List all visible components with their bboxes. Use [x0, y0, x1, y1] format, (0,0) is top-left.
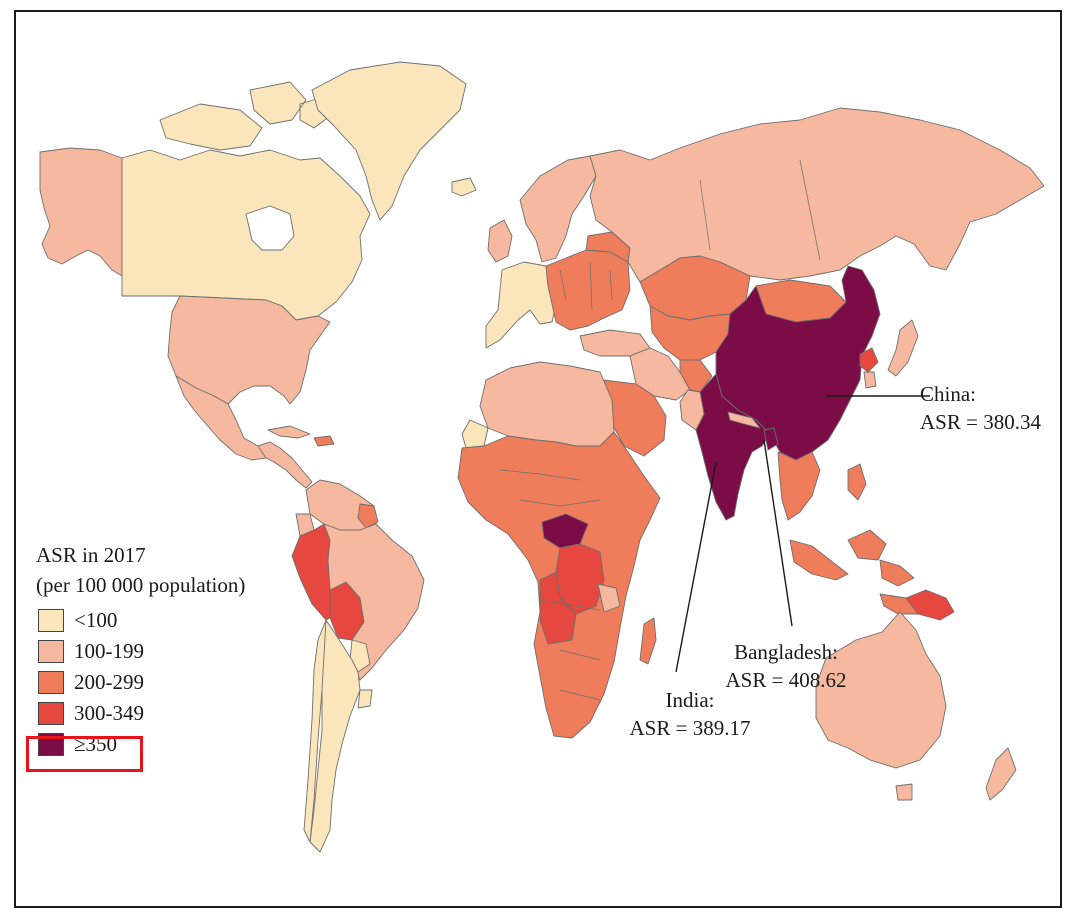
country-australia	[815, 611, 947, 769]
country-western-europe	[485, 261, 557, 349]
legend-item: <100	[36, 606, 245, 637]
country-madagascar	[639, 617, 657, 665]
legend-item: 300-349	[36, 699, 245, 730]
legend-item: 100-199	[36, 637, 245, 668]
legend-label: 100-199	[74, 639, 144, 663]
country-malaysia-indonesia	[789, 529, 915, 587]
legend-swatch	[38, 702, 64, 725]
country-angola	[539, 571, 577, 645]
legend-swatch	[38, 609, 64, 632]
country-south-korea	[863, 371, 877, 389]
country-nepal	[727, 411, 761, 429]
country-uk	[487, 219, 513, 263]
country-greenland	[311, 61, 467, 221]
country-west-papua	[879, 593, 919, 615]
legend-label: <100	[74, 608, 118, 632]
annotation-india: India: ASR = 389.17	[620, 686, 760, 742]
border-lines-africa	[499, 469, 601, 701]
annotation-china-line2: ASR = 380.34	[920, 410, 1041, 434]
country-uruguay	[357, 689, 373, 709]
country-north-africa	[479, 361, 615, 447]
country-central-america	[257, 441, 313, 489]
legend-label: 200-299	[74, 670, 144, 694]
country-new-zealand	[985, 747, 1017, 801]
country-scandinavia	[519, 155, 597, 263]
legend-title-line1: ASR in 2017	[36, 543, 146, 567]
country-canada	[121, 149, 371, 321]
country-cuba	[267, 425, 311, 439]
legend-title-line2: (per 100 000 population)	[36, 573, 246, 597]
legend-swatch	[38, 640, 64, 663]
annotation-bangladesh-line1: Bangladesh:	[734, 640, 838, 664]
map-legend: ASR in 2017 (per 100 000 population) <10…	[36, 540, 245, 761]
country-pakistan	[679, 389, 705, 431]
annotation-india-line2: ASR = 389.17	[629, 716, 751, 740]
legend-label: 300-349	[74, 701, 144, 725]
country-bangladesh	[763, 427, 779, 451]
country-tasmania	[895, 783, 913, 801]
country-alaska	[39, 147, 123, 277]
country-haiti	[313, 435, 335, 447]
legend-highlight-box	[26, 736, 143, 772]
hudson-bay	[245, 205, 295, 251]
legend-item: 200-299	[36, 668, 245, 699]
country-arctic-islands	[159, 81, 331, 151]
country-iceland	[451, 177, 477, 197]
country-brazil	[323, 523, 425, 681]
country-papua-new-guinea	[905, 589, 955, 621]
country-western-sahara	[461, 419, 489, 449]
country-north-korea	[859, 347, 879, 373]
country-india	[695, 373, 771, 521]
country-eastern-europe	[545, 249, 631, 331]
country-usa	[167, 295, 331, 405]
annotation-china: China: ASR = 380.34	[920, 380, 1050, 436]
leader-line-bangladesh	[763, 439, 793, 627]
country-chile	[303, 619, 327, 843]
legend-items: <100 100-199 200-299 300-349 ≥350	[36, 606, 245, 761]
annotation-india-line1: India:	[665, 688, 715, 712]
country-japan	[887, 319, 919, 377]
country-guyana	[357, 503, 379, 529]
annotation-bangladesh-line2: ASR = 408.62	[725, 668, 847, 692]
annotation-bangladesh: Bangladesh: ASR = 408.62	[706, 638, 866, 694]
border-lines-europe	[559, 261, 613, 311]
annotation-china-line1: China:	[920, 382, 976, 406]
country-philippines	[847, 463, 867, 501]
legend-swatch	[38, 671, 64, 694]
country-indochina	[777, 451, 821, 521]
border-lines-russia	[699, 159, 821, 261]
country-russia	[589, 107, 1045, 283]
country-zambia-region	[597, 583, 621, 613]
leader-line-india	[675, 461, 717, 673]
